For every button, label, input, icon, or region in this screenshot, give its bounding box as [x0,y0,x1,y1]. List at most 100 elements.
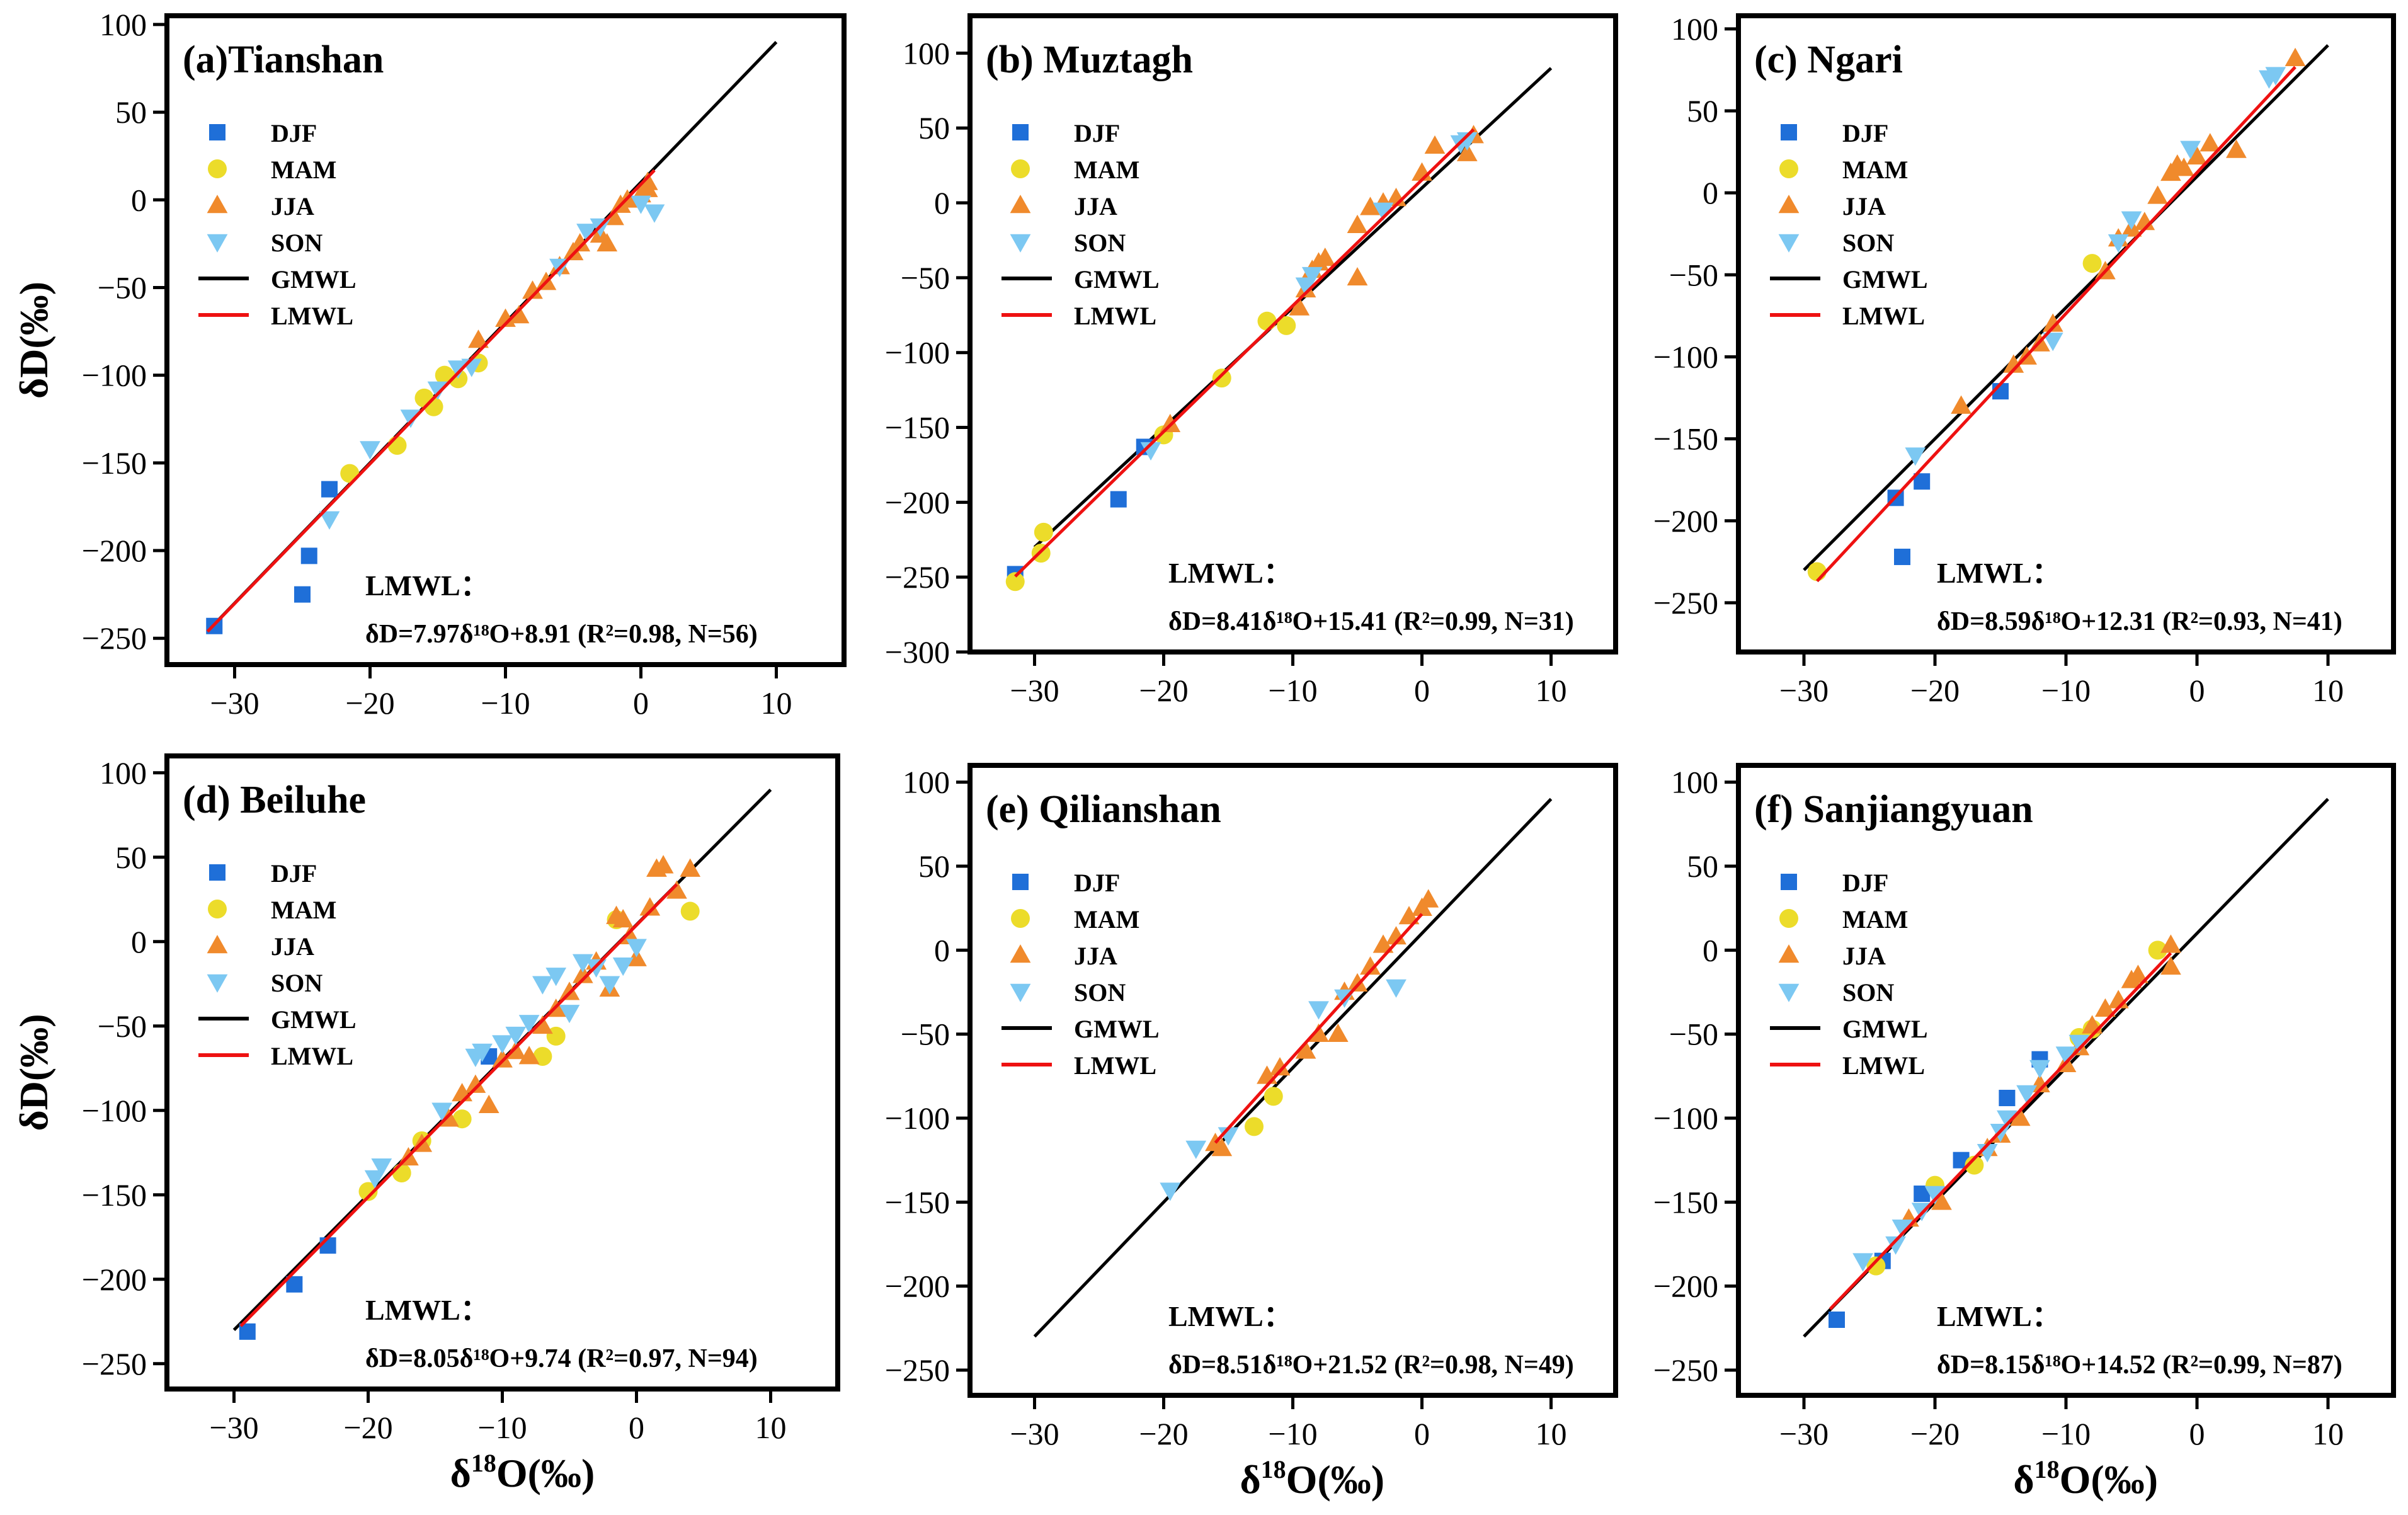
panel-title: (d) Beiluhe [183,779,366,821]
legend-label-djf: DJF [271,859,317,888]
y-tick-label: −200 [1653,503,1718,539]
point-djf [1110,491,1127,508]
point-jja [1931,1191,1952,1210]
point-jja [1951,395,1971,414]
point-mam [533,1047,552,1066]
y-tick-label: 50 [115,94,147,130]
point-son [2180,140,2201,159]
x-tick-label: 10 [1536,1416,1567,1451]
point-son [2108,234,2129,253]
point-son [559,1005,580,1024]
point-son [2029,1060,2050,1078]
point-jja [1360,956,1381,975]
point-son [1852,1253,1873,1272]
panel-title: (b) Muztagh [986,38,1193,81]
point-mam [1005,572,1025,592]
y-tick-label: −250 [1653,1352,1718,1388]
point-son [2016,1085,2037,1104]
y-tick-label: 100 [100,7,147,42]
point-son [400,409,421,428]
point-jja [2128,964,2148,983]
y-tick-label: −50 [98,1009,147,1044]
x-tick-label: 10 [2312,1416,2344,1451]
y-tick-label: −50 [98,270,147,305]
legend-label-jja: JJA [271,932,314,961]
point-jja [1327,1023,1349,1042]
point-son [1185,1140,1207,1159]
panel-title: (a)Tianshan [183,38,384,81]
point-jja [465,1074,486,1093]
y-axis-label: δD(‰) [11,1014,56,1131]
y-tick-label: −150 [885,410,950,445]
y-tick-label: 100 [1671,765,1718,800]
legend-label-djf: DJF [1842,869,1888,897]
point-jja [596,232,618,252]
point-son [447,360,469,379]
legend-marker-mam [208,159,227,178]
y-tick-label: −200 [82,1262,147,1297]
legend-label-son: SON [271,969,322,997]
point-jja [1386,926,1407,945]
lmwl-equation: δD=8.15δ¹⁸O+14.52 (R²=0.99, N=87) [1937,1351,2342,1380]
plot-frame [967,13,1618,655]
y-tick-label: −100 [82,1093,147,1128]
gmwl-line [1033,798,1553,1338]
point-djf [1894,549,1910,566]
panel-title: (c) Ngari [1754,38,1903,81]
y-tick-label: −100 [1653,1101,1718,1136]
legend-label-lmwl: LMWL [1842,302,1925,330]
y-tick-label: 0 [934,185,950,220]
chart-panel-3: −30 −20 −10 0 10−250−200−150−100−50050100(c)… [1653,11,2396,708]
point-jja [1308,1023,1329,1042]
legend-marker-djf [1781,124,1797,140]
point-son [1160,1182,1181,1201]
legend-label-lmwl: LMWL [271,1042,353,1070]
point-jja [572,964,593,983]
x-tick-label: 10 [2312,673,2344,708]
point-mam [1212,369,1231,388]
y-tick-label: −150 [1653,1184,1718,1220]
y-tick-label: −200 [885,1269,950,1304]
legend-marker-djf [1012,124,1029,140]
point-son [576,224,597,243]
point-jja [518,1046,540,1065]
lmwl-heading: LMWL： [1937,1300,2061,1332]
point-son [371,1158,392,1177]
point-jja [569,232,591,252]
legend-marker-djf [209,864,225,881]
point-jja [666,880,687,899]
legend-label-mam: MAM [1842,156,1908,184]
legend-label-gmwl: GMWL [1074,265,1160,294]
point-jja [1347,214,1368,233]
plot-area [206,41,778,634]
legend-marker-son [207,234,228,253]
point-son [644,204,665,223]
point-mam [2082,254,2102,273]
legend-label-jja: JJA [1842,192,1886,220]
legend-label-son: SON [1074,978,1126,1007]
point-son [472,1043,493,1062]
point-mam [2148,940,2167,960]
legend-label-djf: DJF [271,119,317,147]
legend-label-djf: DJF [1074,119,1120,147]
legend-label-jja: JJA [1074,192,1117,220]
point-jja [1289,297,1310,316]
point-son [2068,1034,2090,1053]
point-jja [2173,157,2194,176]
legend-label-mam: MAM [1842,905,1908,934]
point-jja [2003,354,2024,373]
y-tick-label: −100 [1653,339,1718,374]
lmwl-equation: δD=8.05δ¹⁸O+9.74 (R²=0.97, N=94) [365,1344,758,1373]
point-mam [1965,1155,1984,1175]
x-tick-label: −10 [2041,673,2091,708]
point-son [626,939,647,958]
point-son [431,1102,453,1121]
point-jja [1211,1138,1233,1157]
point-jja [1418,889,1439,908]
legend-marker-mam [1011,909,1030,928]
x-tick-label: 10 [1536,673,1567,708]
y-tick-label: 50 [1687,93,1718,129]
point-mam [1807,562,1827,581]
legend-marker-jja [1778,944,1800,963]
